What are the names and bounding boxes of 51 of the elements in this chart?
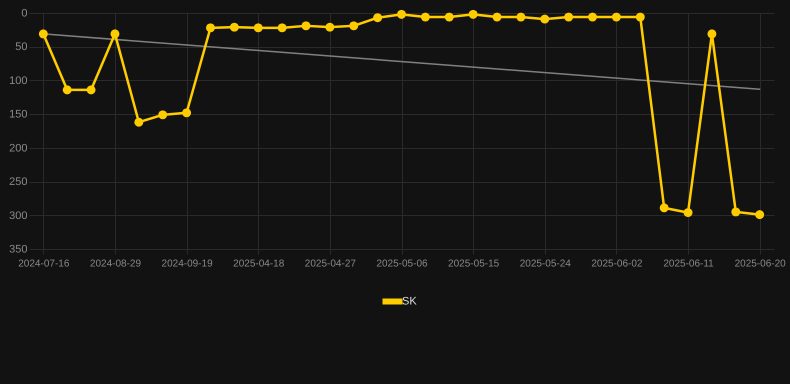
point bbox=[564, 12, 574, 22]
x-tick-label: 2025-06-11 bbox=[663, 258, 714, 270]
point bbox=[206, 23, 215, 32]
x-tick-label: 2024-08-29 bbox=[90, 258, 142, 270]
x-tick-label: 2025-06-20 bbox=[734, 258, 786, 270]
point bbox=[182, 108, 192, 118]
point bbox=[660, 203, 669, 212]
y-tick-label: 100 bbox=[9, 74, 28, 87]
x-tick-label: 2024-09-19 bbox=[162, 258, 214, 270]
y-tick-label: 0 bbox=[21, 8, 28, 20]
legend-label: SK bbox=[402, 296, 418, 308]
point bbox=[516, 12, 526, 22]
x-tick-label: 2025-04-27 bbox=[304, 258, 356, 270]
point bbox=[707, 29, 716, 38]
x-tick-label: 2025-04-18 bbox=[233, 258, 285, 270]
y-tick-label: 50 bbox=[15, 41, 28, 54]
point bbox=[588, 12, 597, 22]
point bbox=[110, 29, 120, 38]
point bbox=[62, 85, 72, 94]
point bbox=[731, 207, 740, 216]
point bbox=[254, 23, 263, 32]
point bbox=[278, 23, 287, 32]
point bbox=[230, 22, 239, 32]
point bbox=[492, 12, 502, 22]
point bbox=[38, 29, 48, 38]
point bbox=[420, 12, 430, 22]
y-tick-label: 350 bbox=[9, 244, 28, 256]
point bbox=[134, 118, 144, 127]
x-tick-label: 2025-05-06 bbox=[376, 258, 428, 270]
point bbox=[349, 21, 358, 30]
point bbox=[325, 22, 334, 32]
y-tick-label: 200 bbox=[9, 142, 28, 154]
point bbox=[86, 85, 96, 94]
point bbox=[373, 13, 382, 22]
point bbox=[755, 210, 764, 220]
point bbox=[612, 12, 621, 22]
x-tick-label: 2024-07-16 bbox=[18, 258, 70, 270]
point bbox=[302, 21, 310, 30]
y-tick-label: 300 bbox=[9, 210, 28, 222]
point bbox=[158, 110, 168, 120]
point bbox=[397, 10, 406, 19]
y-tick-label: 250 bbox=[9, 176, 28, 188]
point bbox=[684, 208, 693, 218]
x-tick-label: 2025-06-02 bbox=[591, 258, 643, 270]
point bbox=[636, 12, 645, 22]
point bbox=[444, 12, 454, 22]
point bbox=[468, 10, 478, 19]
y-tick-label: 150 bbox=[9, 108, 28, 121]
point bbox=[540, 14, 550, 24]
x-tick-label: 2025-05-15 bbox=[448, 258, 500, 270]
x-tick-label: 2025-05-24 bbox=[520, 258, 572, 270]
